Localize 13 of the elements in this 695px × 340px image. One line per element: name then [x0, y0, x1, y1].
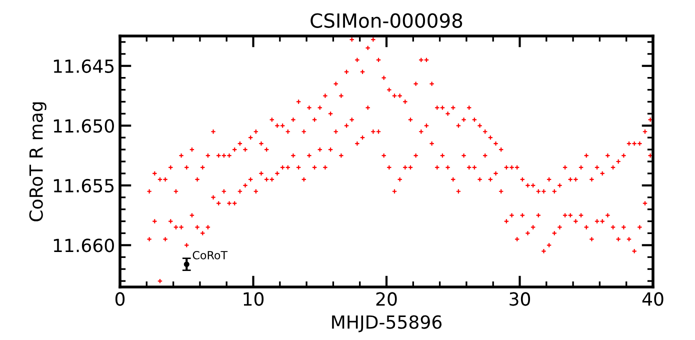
y-tick-label: 11.645 [54, 59, 114, 73]
x-tick-label: 10 [244, 292, 264, 306]
y-axis-title: CoRoT R mag [29, 102, 46, 222]
y-tick-label: 11.660 [54, 238, 114, 252]
x-tick-label: 40 [642, 292, 664, 306]
series-label: CoRoT [192, 250, 228, 260]
y-tick-label: 11.650 [54, 119, 114, 133]
x-tick-label: 20 [376, 292, 397, 306]
x-tick-label: 30 [510, 292, 530, 306]
y-tick-label: 11.655 [54, 178, 114, 193]
chart-title: CSIMon-000098 [310, 13, 462, 28]
x-axis-title: MHJD-55896 [332, 315, 442, 332]
x-tick-label: 0 [115, 292, 125, 306]
